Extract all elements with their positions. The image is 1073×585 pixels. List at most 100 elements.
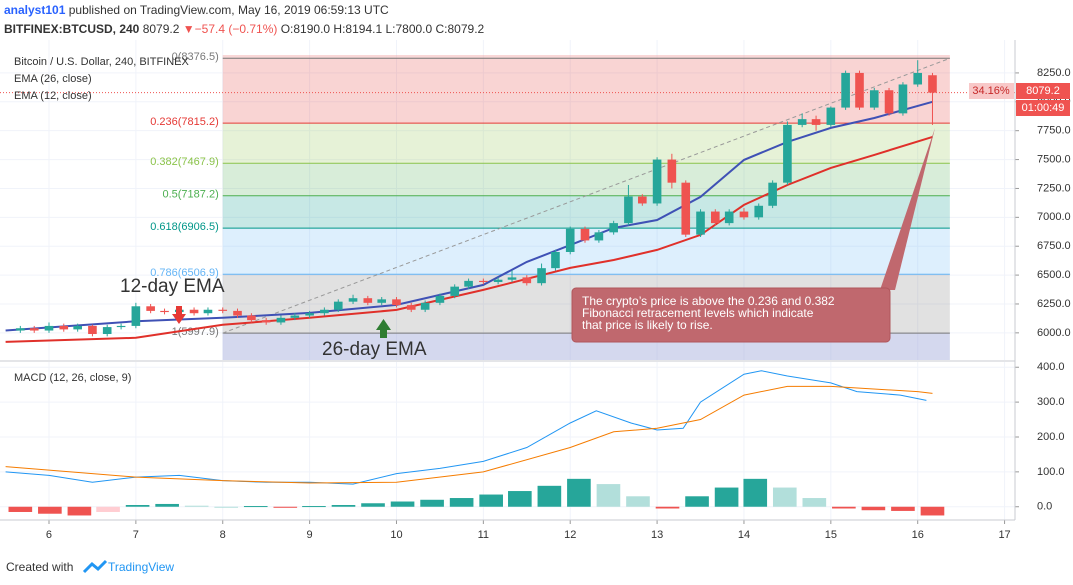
down-arrow [172, 306, 186, 324]
candle-body [898, 84, 908, 114]
candle-body [160, 310, 169, 313]
histogram-bar [802, 498, 827, 507]
x-tick-label: 16 [912, 529, 924, 541]
candle-body [522, 277, 532, 284]
candle-body [73, 325, 82, 330]
arrow: ▼ [183, 22, 195, 36]
candle-body [305, 313, 314, 316]
fib-trend-line [222, 57, 951, 334]
candle-body [44, 325, 54, 331]
candle-body [333, 301, 343, 310]
x-tick-label: 9 [307, 529, 313, 541]
histogram-bar [125, 505, 150, 507]
candle-body [146, 306, 155, 311]
timer-tag-text: 01:00:49 [1022, 102, 1065, 114]
histogram-bar [390, 501, 415, 507]
y-tick-label: 400.0 [1037, 361, 1065, 373]
percent-tag-text: 34.16% [972, 85, 1010, 97]
chart-title: Bitcoin / U.S. Dollar, 240, BITFINEX [14, 56, 190, 68]
candle-body [884, 90, 894, 114]
histogram-bar [214, 506, 239, 508]
fib-band [222, 163, 950, 196]
ema-line [5, 100, 933, 332]
histogram-bar [273, 506, 298, 508]
footer-brand: TradingView [108, 560, 174, 574]
candle-body [624, 196, 633, 224]
histogram-bar [626, 496, 650, 507]
callout-box [571, 287, 891, 343]
candle-body [363, 298, 373, 303]
fib-band [222, 55, 950, 59]
candle-body [290, 315, 300, 318]
x-tick-label: 12 [564, 529, 576, 541]
candle-body [811, 119, 821, 125]
candle-body [320, 309, 329, 314]
x-tick-label: 6 [46, 529, 52, 541]
candle-body [783, 124, 792, 183]
candle-body [869, 90, 879, 108]
candle-body [580, 228, 590, 241]
fib-label: 0.5(7187.2) [162, 189, 218, 201]
price-grid [0, 40, 1015, 360]
macd-line [5, 385, 933, 484]
callout-text: The crypto’s price is above the 0.236 an… [582, 294, 835, 308]
histogram-bar [96, 506, 120, 512]
price-tag-text: 8079.2 [1026, 85, 1060, 97]
y-tick-label: 7500.0 [1037, 153, 1071, 165]
histogram-bar [420, 499, 444, 507]
candle-body [710, 211, 720, 224]
timer-tag [1016, 100, 1070, 116]
y-tick-label: 6750.0 [1037, 240, 1071, 252]
fib-label: 0.382(7467.9) [150, 156, 219, 168]
candle-body [131, 306, 141, 326]
histogram-bar [38, 506, 62, 514]
histogram-bar [772, 487, 797, 507]
candle-body [493, 279, 503, 283]
y-tick-label: 7250.0 [1037, 182, 1071, 194]
histogram-bar [67, 506, 92, 516]
fib-band [222, 58, 950, 124]
candle-body [348, 298, 358, 302]
fib-band [222, 195, 950, 229]
candle-body [826, 107, 836, 125]
histogram-bar [361, 503, 385, 507]
candle-body [841, 72, 850, 108]
histogram-bar [184, 505, 209, 507]
ema-line [5, 135, 933, 343]
candle-body [464, 280, 473, 287]
footer-created: Created with [6, 560, 73, 574]
y-tick-label: 0.0 [1037, 501, 1052, 513]
candle-body [450, 286, 459, 296]
candle-body [16, 328, 25, 331]
histogram-bar [685, 496, 709, 507]
percent-tag [969, 83, 1014, 99]
candle-body [565, 228, 575, 252]
fib-label: 0.236(7815.2) [150, 116, 219, 128]
y-tick-label: 300.0 [1037, 396, 1065, 408]
published: published on TradingView.com, May 16, 20… [69, 3, 389, 17]
candle-body [768, 182, 777, 206]
up-arrow [376, 319, 391, 338]
candle-body [29, 328, 39, 331]
y-tick-label: 200.0 [1037, 431, 1065, 443]
candle-body [537, 268, 546, 284]
fib-label: 0.618(6906.5) [150, 221, 219, 233]
candle-body [88, 325, 97, 335]
histogram-bar [331, 505, 356, 507]
candle-body [276, 317, 286, 323]
legend-entry: EMA (26, close) [14, 73, 92, 85]
candle-body [594, 232, 604, 241]
candle-body [435, 295, 445, 303]
candle-body [928, 75, 937, 93]
histogram-bar [714, 487, 739, 507]
histogram-bar [302, 506, 326, 508]
histogram-bar [832, 506, 856, 509]
x-tick-label: 17 [998, 529, 1010, 541]
candle-body [261, 320, 271, 323]
y-tick-label: 7000.0 [1037, 211, 1071, 223]
candles [16, 60, 937, 337]
candle-body [218, 309, 228, 311]
candle-body [855, 72, 864, 108]
histogram-bar [449, 498, 474, 507]
